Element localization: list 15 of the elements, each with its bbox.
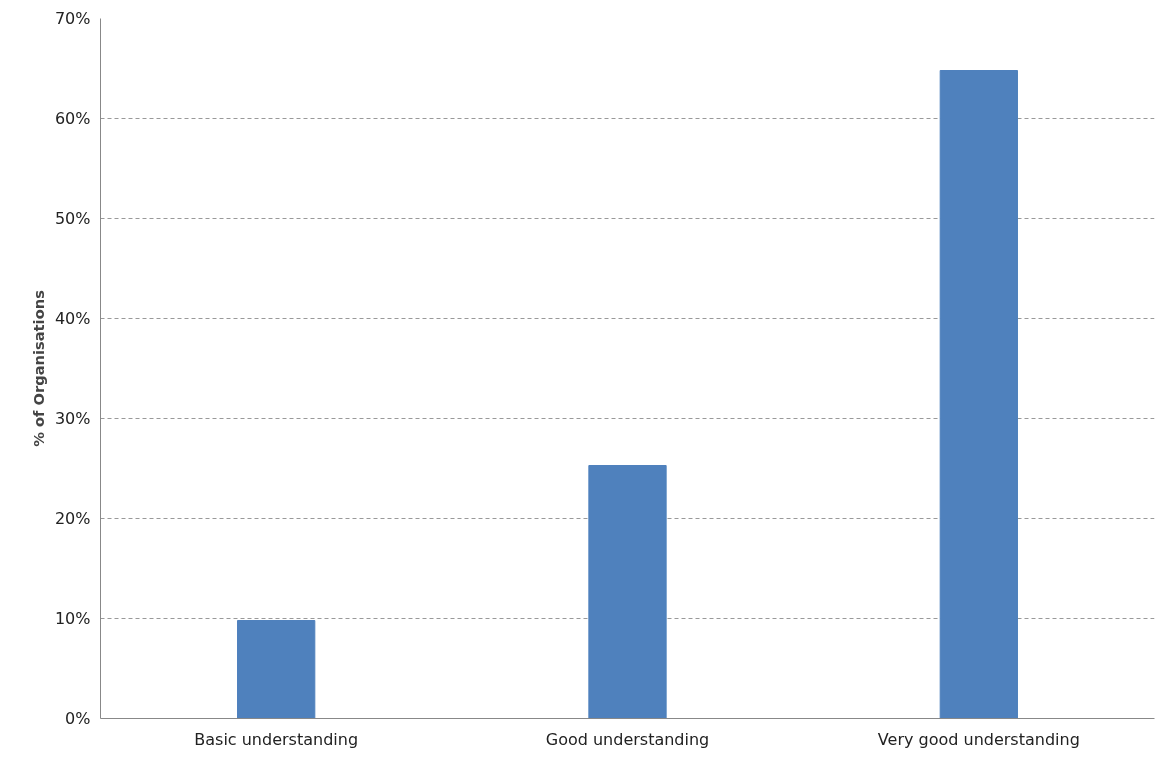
y-tick-label: 20% (54, 509, 91, 528)
bar (939, 70, 1018, 719)
y-tick-label: 40% (54, 309, 91, 328)
y-tick-label: 30% (54, 409, 91, 428)
y-tick-label: 10% (54, 609, 91, 628)
x-tick-label: Basic understanding (194, 729, 359, 749)
y-axis-title: % of Organisations (29, 289, 47, 447)
y-tick-label: 70% (54, 9, 91, 28)
y-tick-label: 50% (54, 209, 91, 228)
y-tick-label: 0% (65, 709, 91, 728)
x-tick-label: Very good understanding (877, 729, 1080, 749)
bar (588, 465, 667, 719)
y-tick-label: 60% (54, 109, 91, 128)
bar (237, 620, 316, 719)
x-tick-label: Good understanding (545, 729, 710, 749)
